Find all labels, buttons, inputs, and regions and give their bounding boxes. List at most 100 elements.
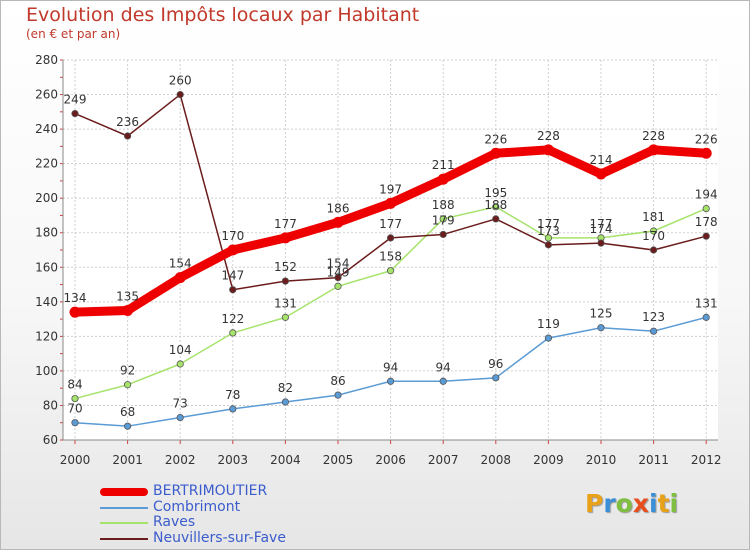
data-point <box>649 246 658 254</box>
data-point <box>122 304 134 316</box>
data-label: 174 <box>590 222 613 236</box>
logo-letter: i <box>669 489 679 518</box>
legend-swatch <box>100 537 148 540</box>
data-label: 177 <box>537 217 560 231</box>
axes: 60 80 100 120 140 160 180 200 220 240 260 280 2000 20… <box>35 53 721 467</box>
y-tick-label: 200 <box>35 191 58 205</box>
x-tick-label: 2011 <box>638 453 669 467</box>
legend-item: BERTRIMOUTIER <box>100 483 360 500</box>
data-point <box>649 227 658 235</box>
data-point <box>544 234 553 242</box>
data-point <box>71 394 79 403</box>
data-labels: 134 135 154 170 177 186 197 211 226 228 214 228 226 7… <box>64 74 718 420</box>
data-point <box>439 230 447 239</box>
data-label: 78 <box>225 388 240 402</box>
data-point <box>124 422 132 430</box>
legend-swatch <box>100 522 148 524</box>
data-label: 82 <box>278 381 293 395</box>
y-tick-label: 260 <box>35 88 58 102</box>
legend-swatch <box>100 506 148 509</box>
x-tick-label: 2000 <box>60 453 91 467</box>
legend-label: Raves <box>153 514 196 530</box>
data-label: 197 <box>379 182 402 196</box>
data-label: 147 <box>221 269 244 283</box>
data-point <box>229 329 237 337</box>
x-tick-label: 2004 <box>270 453 301 467</box>
data-label: 195 <box>484 186 507 200</box>
logo-letter: t <box>657 489 670 518</box>
data-label: 149 <box>327 265 350 279</box>
data-label: 170 <box>221 229 244 243</box>
data-label: 152 <box>274 260 297 274</box>
data-point <box>281 313 289 321</box>
y-tick-label: 160 <box>35 260 58 274</box>
data-label: 68 <box>120 405 135 419</box>
y-tick-label: 120 <box>35 329 58 343</box>
data-label: 94 <box>383 360 398 374</box>
data-point <box>492 374 500 382</box>
y-tick-label: 60 <box>43 433 58 447</box>
logo-letter: i <box>649 489 658 518</box>
y-tick-label: 80 <box>43 398 58 412</box>
data-label: 94 <box>436 360 451 374</box>
legend-item: Neuvillers-sur-Fave <box>100 530 360 547</box>
chart-subtitle: (en € et par an) <box>26 27 121 41</box>
data-label: 179 <box>432 213 455 227</box>
data-point <box>544 241 553 249</box>
data-point <box>334 391 342 399</box>
data-point <box>702 232 710 240</box>
data-point <box>597 239 605 247</box>
logo-letter: P <box>585 489 604 518</box>
data-label: 177 <box>274 217 297 231</box>
x-tick-label: 2009 <box>533 453 564 467</box>
data-point <box>176 360 184 368</box>
data-label: 188 <box>432 198 455 212</box>
data-label: 70 <box>67 402 82 416</box>
legend: BERTRIMOUTIER Combrimont Raves Neuvillers-s… <box>100 483 360 547</box>
data-label: 226 <box>484 132 507 146</box>
data-label: 92 <box>120 364 135 378</box>
data-point <box>595 168 607 180</box>
data-point <box>542 144 554 156</box>
legend-item: Raves <box>100 514 360 531</box>
x-tick-label: 2002 <box>165 453 196 467</box>
data-label: 228 <box>642 129 665 143</box>
data-label: 131 <box>695 296 718 310</box>
y-tick-label: 180 <box>35 226 58 240</box>
y-tick-label: 100 <box>35 364 58 378</box>
data-label: 228 <box>537 129 560 143</box>
data-point <box>385 197 397 209</box>
data-label: 226 <box>695 132 718 146</box>
data-point <box>597 324 605 332</box>
data-label: 73 <box>173 397 188 411</box>
y-tick-label: 220 <box>35 157 58 171</box>
data-label: 214 <box>590 153 613 167</box>
data-point <box>124 381 132 389</box>
data-point <box>71 419 79 427</box>
data-point <box>281 398 289 406</box>
x-tick-label: 2010 <box>586 453 617 467</box>
data-label: 125 <box>590 307 613 321</box>
data-point <box>229 286 237 294</box>
proxiti-logo: Proxiti <box>585 489 678 518</box>
data-point <box>71 109 79 118</box>
data-point <box>490 147 502 159</box>
data-label: 236 <box>116 115 139 129</box>
data-label: 181 <box>642 210 665 224</box>
x-tick-label: 2007 <box>428 453 459 467</box>
data-point <box>439 215 447 223</box>
data-label: 135 <box>116 289 139 303</box>
data-label: 260 <box>169 74 192 88</box>
data-point <box>649 327 658 335</box>
data-point <box>334 274 342 282</box>
chart-title: Evolution des Impôts locaux par Habitant <box>26 4 420 26</box>
data-label: 104 <box>169 343 192 357</box>
x-tick-label: 2003 <box>218 453 249 467</box>
data-label: 249 <box>64 93 87 107</box>
data-label: 186 <box>327 201 350 215</box>
data-point <box>702 204 710 213</box>
data-label: 170 <box>642 229 665 243</box>
data-label: 96 <box>488 357 503 371</box>
data-point <box>386 234 395 242</box>
